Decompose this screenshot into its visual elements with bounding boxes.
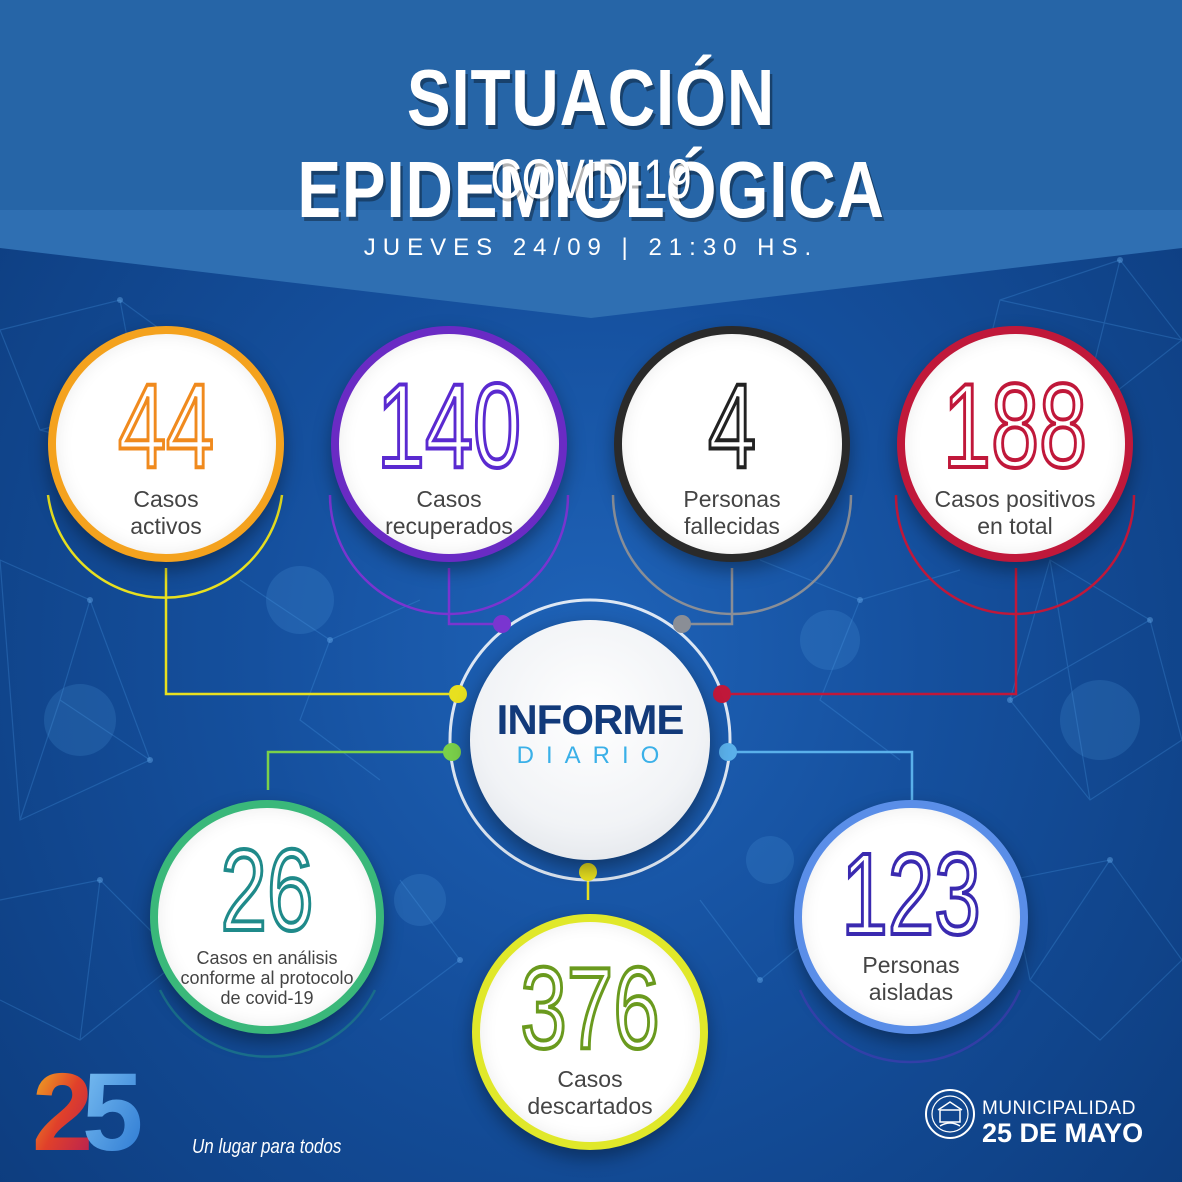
- stat-value: 188: [941, 359, 1088, 493]
- stat-value: 123: [840, 829, 982, 959]
- stat-label: fallecidas: [684, 513, 780, 539]
- municipal-seal-icon: [925, 1089, 975, 1139]
- muni-line2: 25 DE MAYO: [982, 1118, 1144, 1148]
- stat-label: Casos en análisis: [196, 948, 338, 968]
- logo-number-5: 5: [82, 1051, 143, 1160]
- stat-label: aisladas: [868, 979, 954, 1005]
- stat-casos-recuperados: 140 Casos recuperados: [331, 326, 567, 562]
- stat-label: Personas: [862, 952, 960, 978]
- stat-value: 376: [519, 943, 661, 1073]
- stat-label: en total: [977, 513, 1053, 539]
- stat-casos-positivos-total: 188 Casos positivos en total: [897, 326, 1133, 562]
- diario-subtitle: DIARIO: [516, 742, 672, 769]
- muni-line1: MUNICIPALIDAD: [982, 1098, 1136, 1119]
- municipalidad-logo: MUNICIPALIDAD 25 DE MAYO: [924, 1088, 1168, 1158]
- informe-title: INFORME: [496, 696, 685, 743]
- stat-label: Personas: [683, 486, 781, 512]
- logo-number-2: 2: [32, 1051, 93, 1160]
- stat-label: activos: [130, 513, 202, 539]
- logo-25: 2 5: [32, 1051, 143, 1160]
- stat-value: 140: [375, 359, 522, 493]
- stat-label: descartados: [527, 1093, 653, 1119]
- stat-label: de covid-19: [220, 988, 314, 1008]
- page-title: SITUACIÓN EPIDEMIOLÓGICA: [297, 53, 885, 234]
- header-banner: [0, 0, 1182, 318]
- informe-diario-badge: INFORME DIARIO: [470, 620, 710, 860]
- stat-personas-aisladas: 123 Personas aisladas: [794, 800, 1028, 1034]
- report-date: JUEVES 24/09 | 21:30 HS.: [363, 234, 819, 261]
- stat-personas-fallecidas: 4 Personas fallecidas: [614, 326, 850, 562]
- stat-casos-activos: 44 Casos activos: [48, 326, 284, 562]
- stat-label: conforme al protocolo: [180, 968, 354, 988]
- stat-label: recuperados: [385, 513, 513, 539]
- stat-label: Casos: [416, 486, 482, 512]
- stat-value: 44: [116, 359, 215, 493]
- stat-value: 26: [219, 825, 315, 955]
- stat-label: Casos: [133, 486, 199, 512]
- page-subtitle: COVID-19: [490, 147, 692, 210]
- stat-label: Casos positivos: [934, 486, 1096, 512]
- slogan: Un lugar para todos: [192, 1136, 342, 1158]
- stat-value: 4: [707, 359, 758, 493]
- stat-label: Casos: [557, 1066, 623, 1092]
- stat-casos-descartados: 376 Casos descartados: [472, 914, 708, 1150]
- stat-casos-en-analisis: 26 Casos en análisis conforme al protoco…: [150, 800, 384, 1034]
